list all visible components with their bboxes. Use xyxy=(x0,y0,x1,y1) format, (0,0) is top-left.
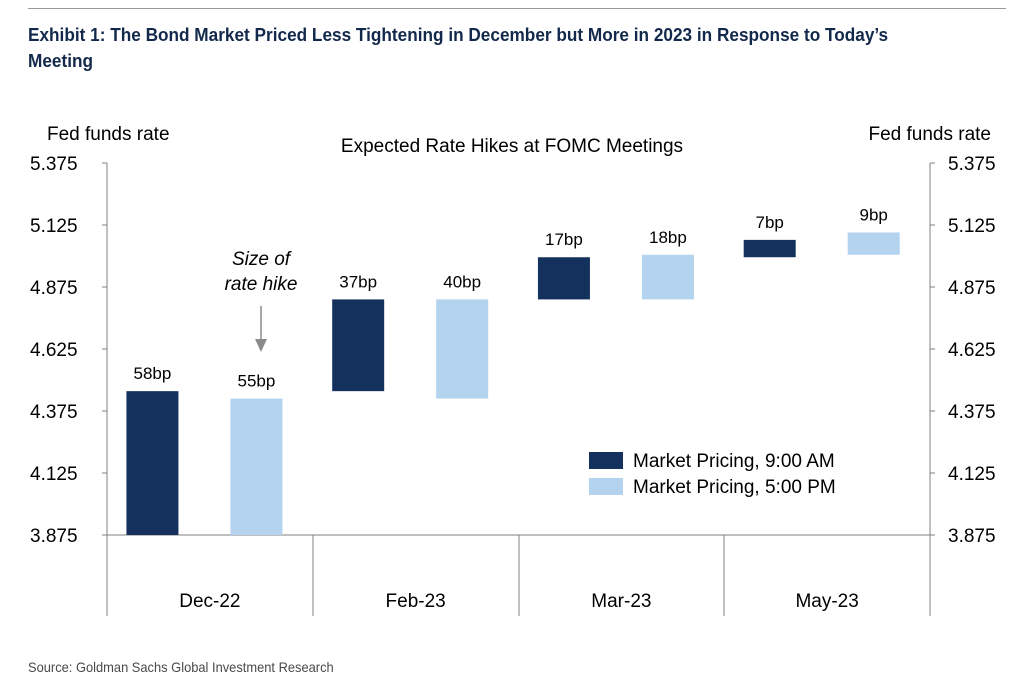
bar xyxy=(537,257,590,300)
y-tick-label-right: 3.875 xyxy=(948,526,996,547)
bar xyxy=(847,232,900,255)
y-tick-label-left: 5.125 xyxy=(30,216,78,237)
x-tick-label: Mar-23 xyxy=(591,591,651,612)
legend-label: Market Pricing, 5:00 PM xyxy=(633,477,836,498)
bar xyxy=(743,239,796,258)
data-label: 17bp xyxy=(545,230,583,249)
data-label: 37bp xyxy=(339,272,377,291)
chart-title: Expected Rate Hikes at FOMC Meetings xyxy=(341,136,683,157)
y-tick-label-right: 4.625 xyxy=(948,340,996,361)
bar xyxy=(332,299,385,392)
data-label: 7bp xyxy=(756,213,784,232)
y-tick-label-left: 4.625 xyxy=(30,340,78,361)
data-label: 9bp xyxy=(860,205,888,224)
y-axis-right-title: Fed funds rate xyxy=(868,124,991,145)
data-label: 40bp xyxy=(443,272,481,291)
exhibit-title: Exhibit 1: The Bond Market Priced Less T… xyxy=(28,24,889,71)
y-tick-label-right: 4.125 xyxy=(948,464,996,485)
legend-label: Market Pricing, 9:00 AM xyxy=(633,451,835,472)
annotation-arrow-head xyxy=(255,339,267,352)
y-tick-label-left: 3.875 xyxy=(30,526,78,547)
axes xyxy=(102,162,935,616)
y-tick-label-left: 5.375 xyxy=(30,154,78,175)
x-tick-label: Feb-23 xyxy=(386,591,446,612)
top-rule xyxy=(28,8,1006,9)
legend-swatch xyxy=(589,452,623,469)
x-tick-label: May-23 xyxy=(795,591,858,612)
data-label: 58bp xyxy=(134,364,172,383)
y-tick-label-left: 4.125 xyxy=(30,464,78,485)
legend-swatch xyxy=(589,478,623,495)
bar xyxy=(230,398,283,535)
annotation-line-2: rate hike xyxy=(225,274,298,295)
y-tick-label-right: 4.375 xyxy=(948,402,996,423)
y-tick-label-right: 4.875 xyxy=(948,278,996,299)
y-tick-label-right: 5.375 xyxy=(948,154,996,175)
bar xyxy=(436,299,489,399)
y-tick-label-right: 5.125 xyxy=(948,216,996,237)
y-axis-left-title: Fed funds rate xyxy=(47,124,170,145)
annotation-line-1: Size of xyxy=(232,249,292,270)
data-label: 55bp xyxy=(238,372,276,391)
x-tick-label: Dec-22 xyxy=(179,591,240,612)
source-note: Source: Goldman Sachs Global Investment … xyxy=(28,659,334,675)
labels: 5.375 5.375 5.125 5.125 4.875 4.875 4.625 4.625… xyxy=(30,124,996,612)
y-tick-label-left: 4.375 xyxy=(30,402,78,423)
bar xyxy=(126,391,179,535)
bars xyxy=(126,232,900,535)
y-tick-label-left: 4.875 xyxy=(30,278,78,299)
data-label: 18bp xyxy=(649,228,687,247)
bar xyxy=(641,254,694,300)
